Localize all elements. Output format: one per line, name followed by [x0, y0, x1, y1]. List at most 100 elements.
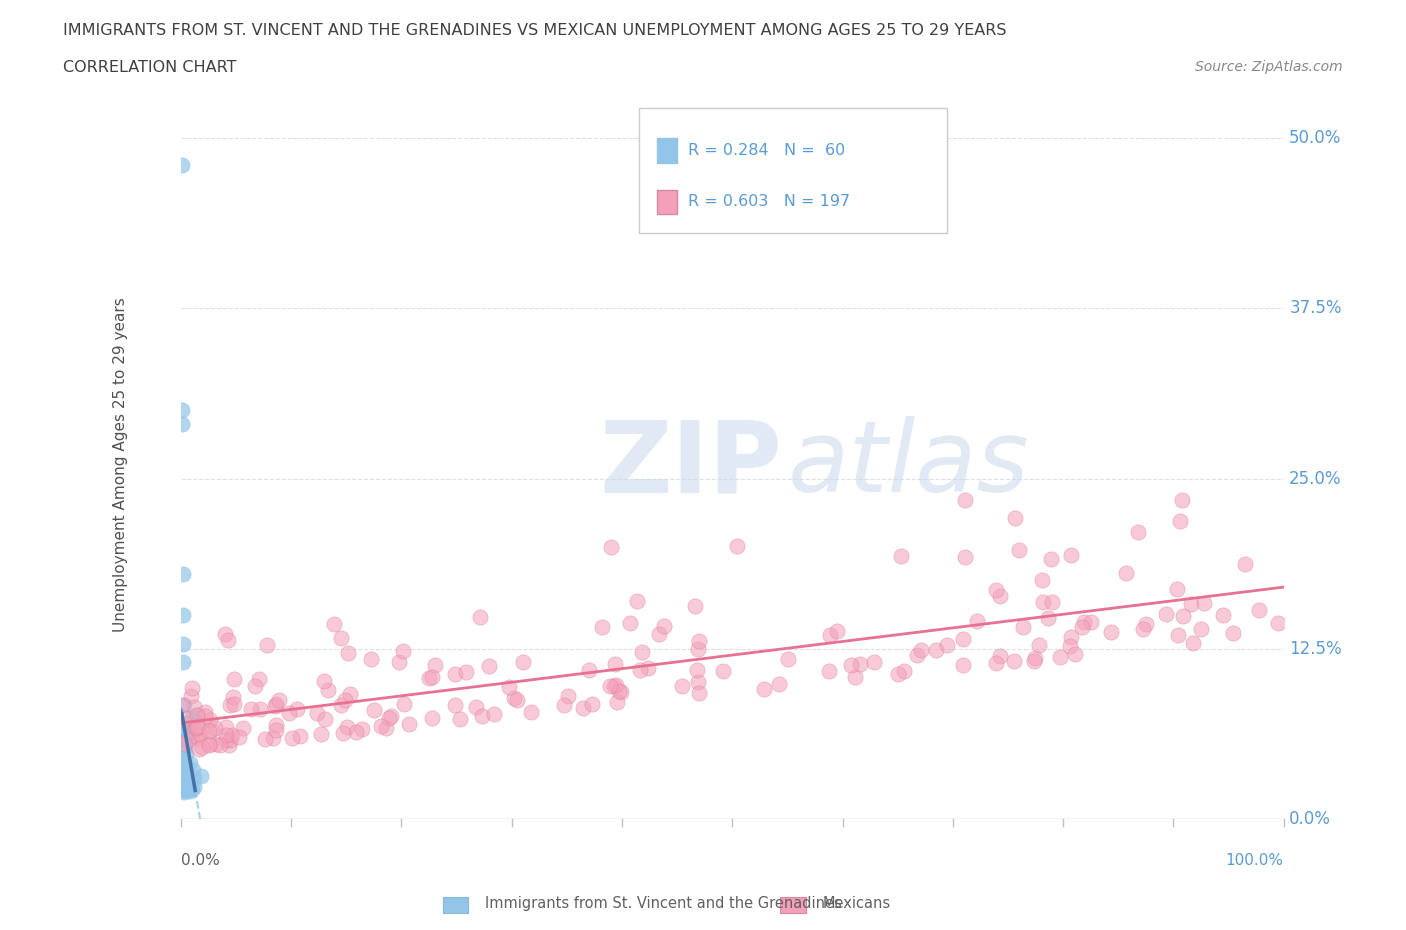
Point	[603, 679, 626, 694]
Point	[1170, 513, 1192, 528]
Point	[205, 737, 228, 752]
Point	[176, 717, 198, 732]
Point	[607, 684, 630, 698]
Point	[173, 729, 195, 744]
Point	[1060, 548, 1083, 563]
Text: 0.0%: 0.0%	[181, 853, 219, 868]
Point	[1267, 616, 1289, 631]
Point	[181, 681, 204, 696]
Point	[174, 740, 197, 755]
Text: 100.0%: 100.0%	[1226, 853, 1284, 868]
Point	[316, 683, 339, 698]
Point	[262, 730, 284, 745]
Point	[215, 727, 238, 742]
Point	[984, 656, 1007, 671]
Point	[468, 610, 491, 625]
Point	[172, 742, 194, 757]
Bar	[657, 139, 678, 163]
Point	[177, 716, 200, 731]
Point	[305, 706, 328, 721]
Point	[170, 158, 193, 173]
Point	[172, 698, 194, 712]
Point	[1222, 626, 1244, 641]
Text: Source: ZipAtlas.com: Source: ZipAtlas.com	[1195, 60, 1343, 74]
Text: 0.0%: 0.0%	[1289, 810, 1331, 828]
Point	[1099, 625, 1122, 640]
Point	[398, 716, 420, 731]
Point	[637, 660, 659, 675]
Point	[222, 690, 245, 705]
Point	[214, 719, 236, 734]
Point	[186, 708, 208, 723]
Point	[173, 734, 195, 749]
Point	[172, 637, 194, 652]
Point	[966, 613, 988, 628]
Point	[1189, 621, 1212, 636]
Point	[953, 550, 976, 565]
Point	[228, 730, 250, 745]
Point	[394, 696, 416, 711]
Point	[1024, 651, 1046, 666]
Point	[172, 782, 194, 797]
Point	[329, 631, 352, 645]
Point	[267, 693, 290, 708]
Point	[1071, 619, 1094, 634]
Point	[186, 720, 208, 735]
Point	[173, 727, 195, 742]
Point	[363, 702, 385, 717]
Text: atlas: atlas	[787, 417, 1029, 513]
Point	[350, 722, 373, 737]
Point	[388, 655, 411, 670]
Point	[688, 685, 710, 700]
Point	[818, 664, 841, 679]
Point	[648, 627, 671, 642]
Point	[626, 593, 648, 608]
Point	[264, 723, 287, 737]
Point	[818, 628, 841, 643]
Point	[725, 538, 748, 553]
Point	[952, 658, 974, 672]
Point	[188, 732, 211, 747]
Point	[1073, 615, 1095, 630]
Point	[187, 719, 209, 734]
Point	[172, 736, 194, 751]
Point	[1080, 615, 1102, 630]
Point	[1167, 628, 1189, 643]
Point	[208, 737, 231, 752]
Point	[176, 780, 198, 795]
Point	[464, 699, 486, 714]
Point	[281, 731, 304, 746]
Text: Unemployment Among Ages 25 to 29 years: Unemployment Among Ages 25 to 29 years	[112, 298, 128, 632]
Point	[232, 721, 254, 736]
Point	[214, 732, 236, 747]
Point	[314, 711, 336, 726]
Point	[688, 675, 710, 690]
Point	[198, 724, 221, 738]
Point	[378, 711, 401, 725]
Point	[1166, 581, 1188, 596]
Point	[172, 780, 194, 795]
Point	[176, 780, 198, 795]
Point	[224, 672, 246, 687]
Bar	[657, 190, 678, 214]
Point	[688, 633, 710, 648]
Point	[172, 607, 194, 622]
Point	[214, 627, 236, 642]
Point	[172, 750, 194, 764]
Point	[910, 643, 932, 658]
Point	[988, 589, 1011, 604]
Point	[278, 705, 301, 720]
Point	[264, 698, 287, 713]
Text: CORRELATION CHART: CORRELATION CHART	[63, 60, 236, 75]
Point	[183, 779, 205, 794]
Point	[190, 740, 212, 755]
Point	[890, 549, 912, 564]
Point	[988, 649, 1011, 664]
Point	[887, 667, 910, 682]
Point	[170, 403, 193, 418]
Text: 12.5%: 12.5%	[1289, 640, 1341, 658]
Point	[219, 733, 242, 748]
Point	[183, 724, 205, 738]
Point	[173, 771, 195, 786]
Point	[484, 707, 506, 722]
